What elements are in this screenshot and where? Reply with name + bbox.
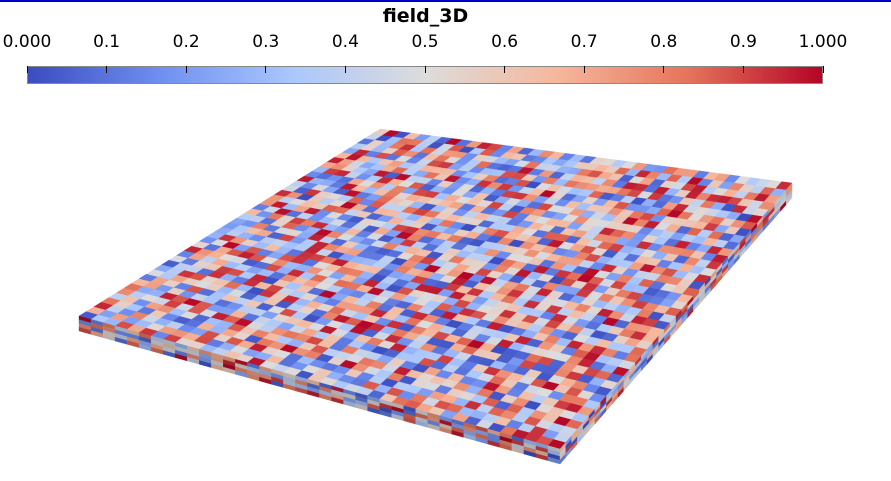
tick-label-10: 1.000 xyxy=(798,32,848,52)
tick-mark xyxy=(822,66,824,73)
tick-label-3: 0.3 xyxy=(252,32,280,52)
tick-label-0: 0.000 xyxy=(2,32,52,52)
tick-label-6: 0.6 xyxy=(491,32,519,52)
tick-mark xyxy=(424,66,426,73)
tick-label-7: 0.7 xyxy=(570,32,598,52)
tick-label-9: 0.9 xyxy=(729,32,757,52)
tick-mark xyxy=(663,66,665,73)
tick-mark xyxy=(344,66,346,73)
tick-label-5: 0.5 xyxy=(411,32,439,52)
scalar-bar-tick-labels: 0.000 0.1 0.2 0.3 0.4 0.5 0.6 0.7 0.8 0.… xyxy=(0,30,891,54)
tick-mark xyxy=(106,66,108,73)
tick-mark xyxy=(583,66,585,73)
tick-label-8: 0.8 xyxy=(650,32,678,52)
tick-mark xyxy=(504,66,506,73)
tick-mark xyxy=(742,66,744,73)
tick-mark xyxy=(26,66,28,73)
tick-label-4: 0.4 xyxy=(331,32,359,52)
voxel-face xyxy=(786,193,793,206)
active-view-border xyxy=(0,0,891,2)
tick-mark xyxy=(185,66,187,73)
scalar-bar-title: field_3D xyxy=(382,5,469,27)
tick-mark xyxy=(265,66,267,73)
tick-label-1: 0.1 xyxy=(93,32,121,52)
tick-label-2: 0.2 xyxy=(172,32,200,52)
